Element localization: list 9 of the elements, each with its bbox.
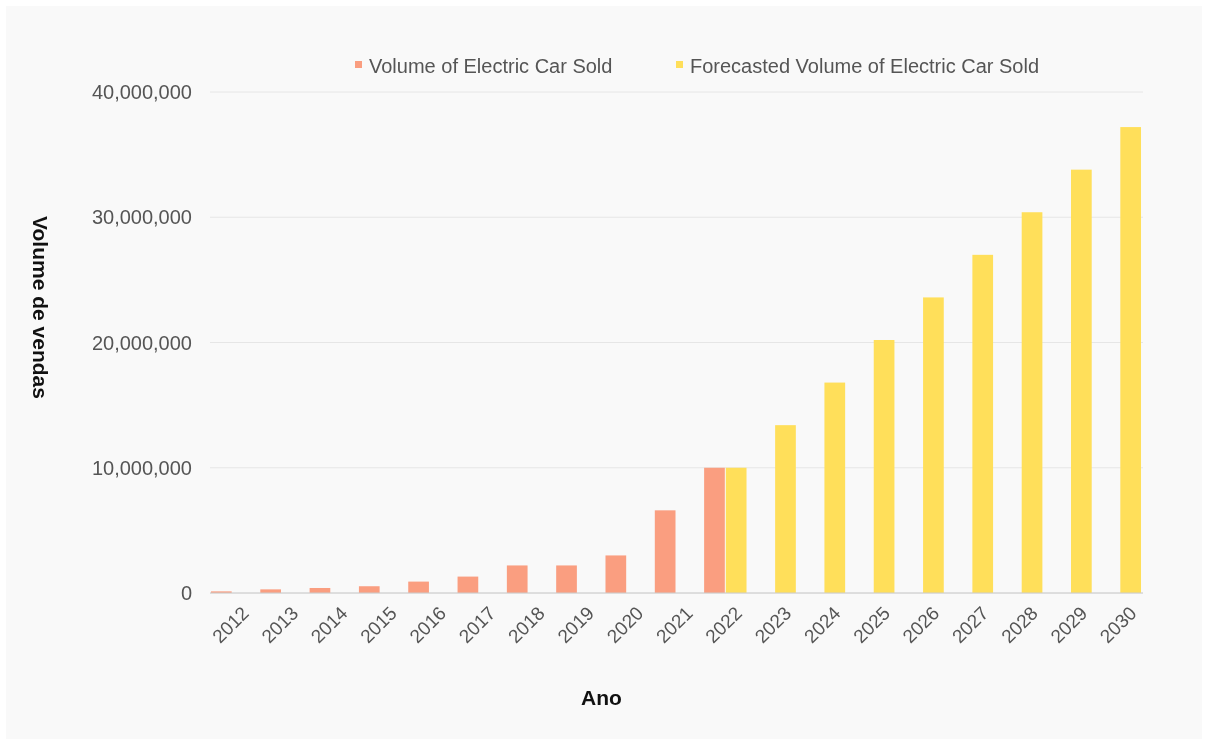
y-tick-label: 20,000,000 bbox=[91, 331, 192, 354]
y-axis-title: Volume de vendas bbox=[29, 216, 52, 399]
legend-label: Volume of Electric Car Sold bbox=[369, 55, 613, 77]
x-axis-title: Ano bbox=[581, 686, 622, 709]
legend-label: Forecasted Volume of Electric Car Sold bbox=[690, 55, 1040, 77]
y-tick-label: 0 bbox=[180, 582, 192, 604]
y-tick-label: 30,000,000 bbox=[91, 206, 192, 229]
y-tick-label: 10,000,000 bbox=[91, 456, 192, 479]
y-tick-label: 40,000,000 bbox=[91, 81, 192, 103]
